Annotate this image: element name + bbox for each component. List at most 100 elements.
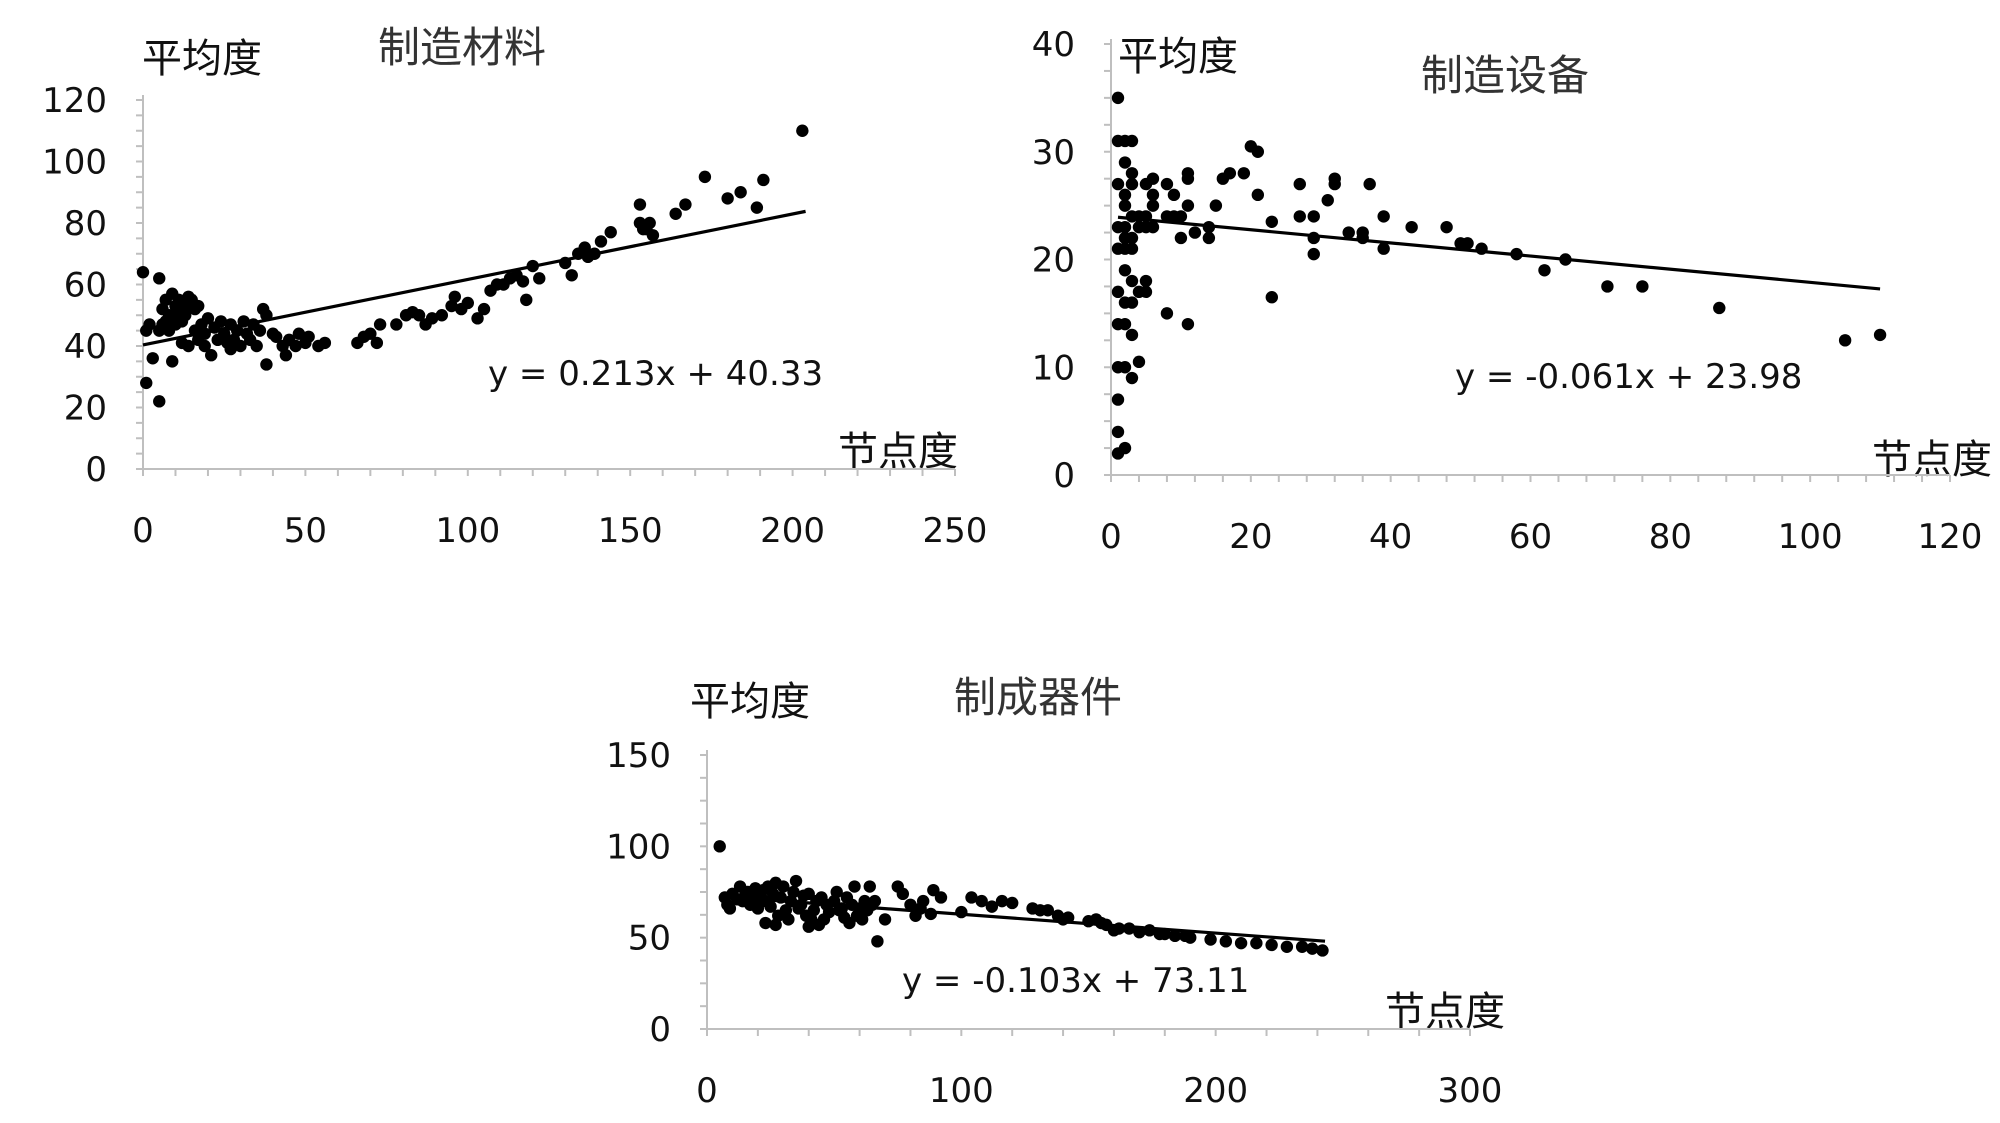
data-point [1112, 922, 1126, 935]
data-point [1146, 199, 1160, 212]
data-point [1461, 237, 1474, 250]
data-point [1601, 280, 1614, 293]
data-point [1118, 361, 1132, 374]
data-point [1168, 929, 1182, 943]
data-point [679, 198, 692, 211]
data-point [153, 272, 166, 285]
data-point [182, 339, 195, 353]
data-point [279, 349, 293, 362]
data-point [774, 891, 787, 904]
data-point [1118, 441, 1132, 455]
x-axis-title: 节点度 [1385, 989, 1505, 1035]
x-tick-label: 300 [1438, 1071, 1503, 1111]
data-point [1636, 280, 1649, 293]
data-point [1174, 210, 1188, 223]
data-point [669, 207, 682, 220]
data-point [1146, 220, 1160, 234]
data-point [302, 330, 315, 343]
data-point [1118, 317, 1132, 331]
data-point [868, 894, 882, 908]
points-group [713, 840, 1329, 957]
data-point [1440, 220, 1453, 234]
data-point [1265, 938, 1278, 952]
data-point [412, 309, 426, 322]
regression-equation: y = -0.103x + 73.11 [902, 961, 1249, 1001]
data-point [1475, 242, 1488, 255]
chart-equipment: 制造设备 平均度 节点度 0 10 20 30 40 0 20 40 60 80 100 120 y … [1032, 25, 1992, 557]
data-point [1184, 931, 1197, 944]
data-point [1295, 940, 1309, 953]
data-point [1363, 177, 1376, 191]
data-point [461, 296, 474, 310]
data-point [1280, 940, 1294, 953]
data-point [425, 312, 439, 325]
data-point [1250, 936, 1263, 950]
data-point [143, 318, 156, 331]
data-point [1265, 215, 1279, 228]
data-point [777, 880, 790, 893]
data-point [934, 891, 948, 904]
x-tick-label: 20 [1229, 517, 1272, 557]
data-point [1158, 927, 1172, 941]
data-point [759, 916, 772, 930]
x-tick-label: 100 [1778, 517, 1843, 557]
data-point [955, 905, 968, 919]
data-point [565, 269, 578, 282]
data-point [1251, 145, 1265, 158]
y-tick-label: 0 [649, 1010, 671, 1050]
y-tick-label: 100 [606, 827, 671, 867]
x-tick-label: 200 [1183, 1071, 1248, 1111]
data-point [292, 327, 306, 340]
x-tick-label: 0 [132, 511, 154, 551]
data-point [723, 902, 737, 915]
y-tick-label: 0 [1053, 456, 1075, 496]
data-point [1139, 274, 1153, 288]
data-point [1307, 231, 1320, 245]
data-point [136, 266, 150, 279]
data-point [192, 299, 205, 313]
data-point [1181, 317, 1195, 331]
data-point [896, 887, 910, 901]
data-point [1377, 242, 1390, 255]
data-point [734, 186, 747, 199]
data-point [1377, 210, 1390, 223]
data-point [1139, 210, 1153, 223]
data-point [1204, 933, 1217, 946]
x-axis-title: 节点度 [838, 429, 958, 475]
data-point [1265, 291, 1279, 304]
x-tick-label: 120 [1918, 517, 1983, 557]
x-tick-label: 100 [929, 1071, 994, 1111]
data-point [1118, 156, 1132, 169]
data-point [1356, 231, 1369, 245]
data-point [1125, 177, 1139, 191]
x-tick-label: 60 [1509, 517, 1552, 557]
data-point [1838, 334, 1852, 347]
data-point [1118, 220, 1132, 234]
data-point [1118, 199, 1132, 212]
data-point [1202, 220, 1216, 234]
y-tick-label: 40 [1032, 25, 1075, 65]
data-point [179, 309, 192, 322]
data-point [269, 330, 283, 343]
data-point [1125, 134, 1139, 148]
data-point [871, 935, 884, 948]
data-point [1125, 296, 1139, 309]
axes: 0 50 100 150 0 100 200 300 [606, 736, 1502, 1111]
data-point [1538, 264, 1551, 277]
data-point [1307, 210, 1320, 223]
data-point [1041, 904, 1055, 917]
x-tick-label: 80 [1649, 517, 1692, 557]
data-point [1160, 177, 1174, 191]
y-tick-label: 80 [64, 204, 107, 244]
data-point [830, 885, 843, 899]
data-point [782, 913, 795, 926]
data-point [1125, 231, 1139, 245]
data-point [1111, 393, 1125, 406]
data-point [1405, 220, 1418, 234]
data-point [1873, 328, 1887, 342]
data-point [1111, 177, 1125, 191]
data-point [916, 894, 930, 908]
data-point [533, 272, 546, 285]
data-point [713, 840, 726, 853]
